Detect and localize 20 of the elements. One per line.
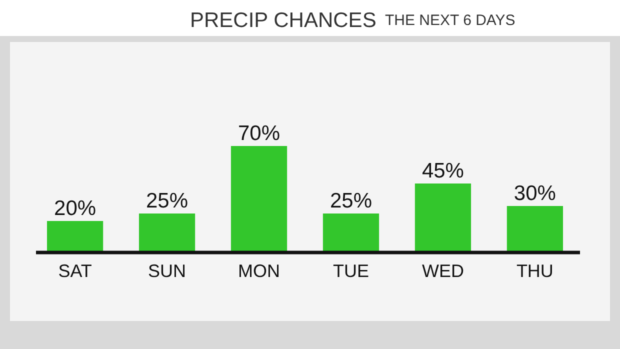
bar	[230, 146, 288, 251]
data-label: 25%	[146, 190, 188, 212]
chart-subtitle: THE NEXT 6 DAYS	[385, 12, 516, 29]
x-tick-label: SAT	[58, 261, 92, 281]
bar	[46, 221, 104, 251]
chart-title: PRECIP CHANCES	[190, 9, 376, 32]
x-tick-label: SUN	[148, 261, 186, 281]
bar	[138, 214, 196, 251]
bar	[322, 214, 380, 251]
x-tick-label: MON	[238, 261, 280, 281]
x-tick-label: TUE	[332, 261, 369, 281]
data-label: 45%	[422, 160, 464, 182]
x-tick-label: WED	[422, 261, 464, 281]
data-label: 30%	[514, 182, 556, 205]
bar	[506, 206, 564, 251]
data-label: 25%	[330, 190, 372, 212]
bar	[414, 184, 472, 251]
x-tick-label: THU	[516, 261, 554, 281]
data-label: 70%	[238, 122, 280, 145]
data-label: 20%	[54, 197, 96, 220]
